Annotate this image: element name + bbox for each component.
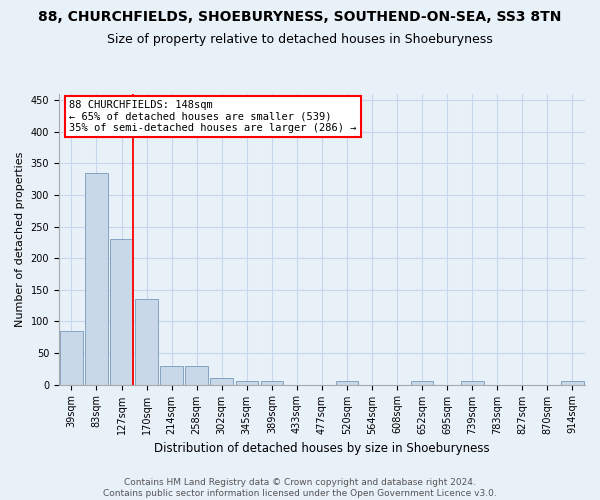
Bar [411, 382, 433, 384]
Text: 88, CHURCHFIELDS, SHOEBURYNESS, SOUTHEND-ON-SEA, SS3 8TN: 88, CHURCHFIELDS, SHOEBURYNESS, SOUTHEND… [38, 10, 562, 24]
Bar [110, 240, 133, 384]
Bar [336, 382, 358, 384]
Bar [211, 378, 233, 384]
Text: Contains HM Land Registry data © Crown copyright and database right 2024.
Contai: Contains HM Land Registry data © Crown c… [103, 478, 497, 498]
Bar [185, 366, 208, 384]
Text: 88 CHURCHFIELDS: 148sqm
← 65% of detached houses are smaller (539)
35% of semi-d: 88 CHURCHFIELDS: 148sqm ← 65% of detache… [70, 100, 357, 133]
Bar [136, 300, 158, 384]
Bar [85, 173, 108, 384]
Bar [561, 382, 584, 384]
Bar [260, 382, 283, 384]
Bar [160, 366, 183, 384]
Text: Size of property relative to detached houses in Shoeburyness: Size of property relative to detached ho… [107, 32, 493, 46]
Bar [236, 382, 258, 384]
Bar [60, 331, 83, 384]
Bar [461, 382, 484, 384]
Y-axis label: Number of detached properties: Number of detached properties [15, 152, 25, 327]
X-axis label: Distribution of detached houses by size in Shoeburyness: Distribution of detached houses by size … [154, 442, 490, 455]
